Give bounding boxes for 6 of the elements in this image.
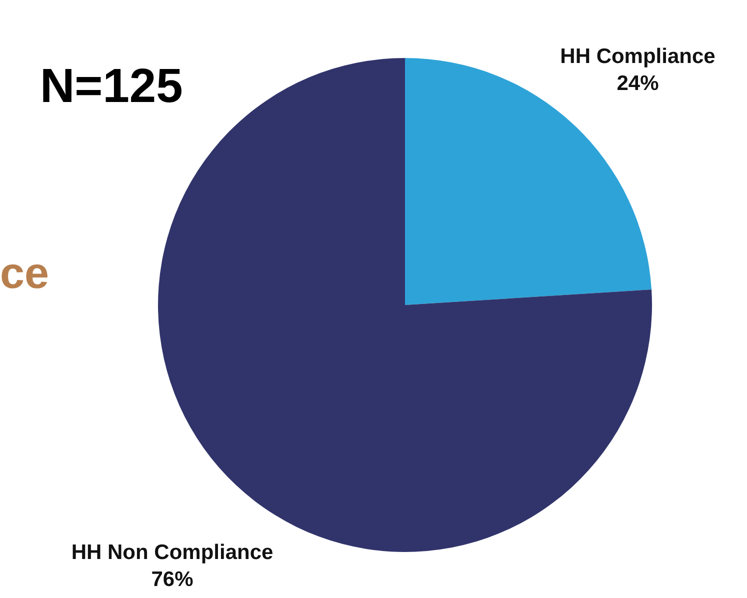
data-label: 24% [616,72,660,96]
chart-title: N=125 [40,60,183,113]
slice-label: HH Compliance [560,45,716,68]
slice-label: HH Non Compliance [71,540,274,564]
data-label: 76% [151,568,194,591]
text: ce [0,249,49,298]
